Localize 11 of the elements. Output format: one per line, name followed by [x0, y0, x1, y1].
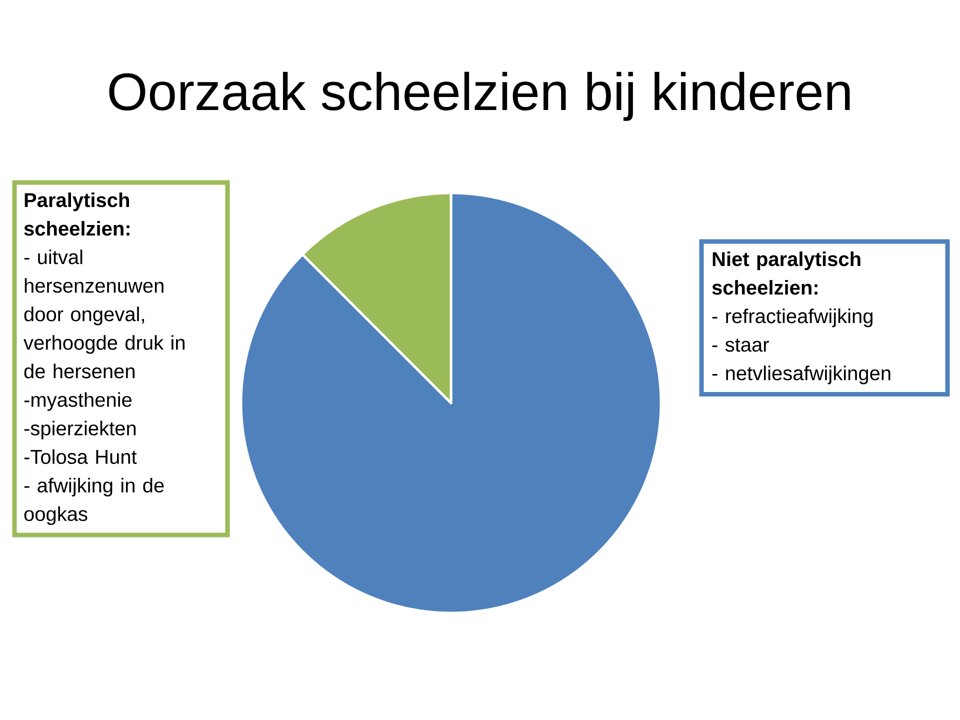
text: -Tolosa Hunt: [24, 449, 137, 464]
text: - netvliesafwijkingen: [712, 366, 890, 384]
text: -spierziekten: [24, 420, 136, 440]
text: - uitval hersenzenuwen door ongeval, verhoogde druk in de hersenen: [24, 250, 184, 378]
text: - afwijking in de oogkas: [24, 478, 164, 525]
text: -myasthenie: [24, 392, 132, 411]
text: - refractieafwijking: [712, 308, 872, 328]
text: Niet paralytisch scheelzien:: [712, 251, 860, 295]
chart-title: Oorzaak scheelzien bij kinderen: [109, 72, 850, 121]
text: - staar: [712, 338, 769, 352]
text: Paralytisch scheelzien:: [24, 192, 130, 236]
